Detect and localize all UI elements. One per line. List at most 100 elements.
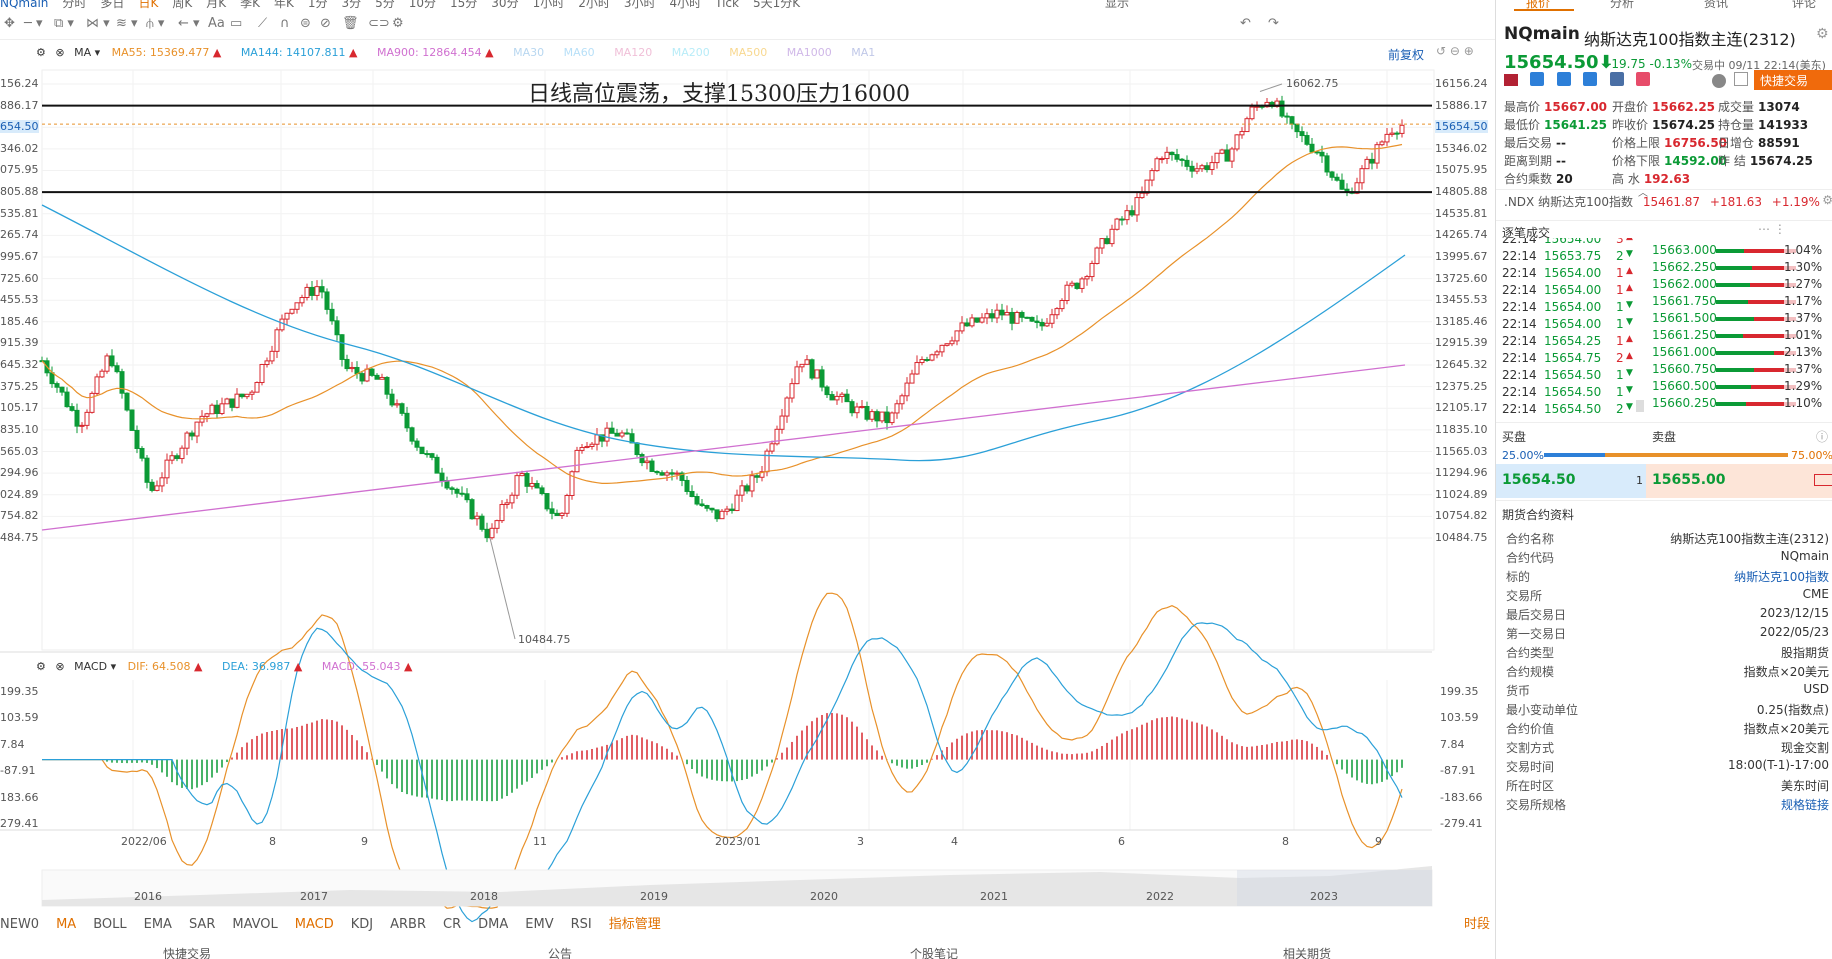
chart-icon[interactable] [1556, 72, 1571, 86]
tab-news[interactable]: 资讯 [1704, 0, 1729, 10]
period-0[interactable]: NQmain [0, 0, 49, 10]
tab-quote[interactable]: 报价 [1526, 0, 1551, 10]
crosshair-icon[interactable]: ✥ [4, 16, 15, 31]
candle-body [1304, 135, 1310, 145]
heart-icon[interactable] [1636, 72, 1651, 86]
candle-body [1334, 176, 1340, 181]
fib-tool-icon[interactable]: ⋈ ▾ [86, 16, 110, 31]
chart-panel: NQmain 分时 多日 日K 周K 月K 季K 年K 1分 3分 5分 10分 15分 30分 1小时 2小… [0, 0, 1495, 959]
candle-body [759, 471, 765, 478]
bid-box[interactable]: 15654.50 1 [1496, 464, 1646, 498]
indicator-tab-ema[interactable]: EMA [143, 917, 172, 932]
indicator-tab-mavol[interactable]: MAVOL [232, 917, 278, 932]
indicator-tab-指标管理[interactable]: 指标管理 [608, 917, 661, 932]
info-icon[interactable]: ⓘ [1816, 430, 1829, 444]
collapse-icon[interactable]: ︿ [1638, 188, 1648, 199]
redo-icon[interactable]: ↷ [1268, 16, 1279, 31]
period-1[interactable]: 分时 [62, 0, 87, 10]
candlestick-chart[interactable]: 16062.75 10484.75 [0, 0, 1495, 959]
indicator-tab-dma[interactable]: DMA [478, 917, 509, 932]
period-18[interactable]: Tick [715, 0, 739, 10]
period-16[interactable]: 3小时 [623, 0, 656, 10]
period-6[interactable]: 季K [240, 0, 260, 10]
contract-row[interactable]: 标的 纳斯达克100指数 [1506, 570, 1829, 584]
indicator-tab-arbr[interactable]: ARBR [390, 917, 427, 932]
indicator-tab-boll[interactable]: BOLL [93, 917, 127, 932]
ma-label[interactable]: MA [74, 46, 92, 59]
candle-body [54, 383, 60, 388]
ruler-icon[interactable]: ⟋ [258, 16, 268, 31]
tab-analysis[interactable]: 分析 [1610, 0, 1635, 10]
ndx-row[interactable]: .NDX 纳斯达克100指数 15461.87 +181.63 +1.19% ⚙ [1496, 189, 1832, 211]
macd-label[interactable]: MACD [74, 660, 108, 673]
tab-quick-trade[interactable]: 快捷交易 [163, 947, 212, 959]
period-7[interactable]: 年K [273, 0, 294, 10]
person-icon[interactable] [1530, 72, 1545, 86]
candle-body [534, 482, 540, 489]
period-11[interactable]: 10分 [408, 0, 437, 10]
tab-notes[interactable]: 个股笔记 [910, 947, 959, 959]
indicator-tab-new0[interactable]: NEW0 [0, 917, 40, 932]
hide-icon[interactable]: ⊘ [320, 16, 331, 31]
settings-icon[interactable]: ⚙ [1816, 26, 1829, 42]
indicator-tab-sar[interactable]: SAR [188, 917, 216, 932]
candle-body [619, 432, 625, 437]
lock-icon[interactable]: ⊜ [300, 16, 311, 31]
close-icon[interactable]: ⊗ [55, 660, 65, 673]
lock-icon[interactable] [1734, 72, 1748, 86]
settings-icon[interactable]: ⚙ [392, 16, 404, 31]
close-icon[interactable]: ⊗ [55, 46, 65, 59]
channel-tool-icon[interactable]: ≋ ▾ [116, 16, 138, 31]
period-3[interactable]: 日K [138, 0, 159, 10]
period-14[interactable]: 1小时 [532, 0, 565, 10]
text-tool[interactable]: Aa [208, 16, 225, 31]
doc-icon[interactable] [1609, 72, 1624, 86]
pitchfork-tool-icon[interactable]: ⫛ ▾ [146, 16, 165, 31]
period-19[interactable]: 5天1分K [752, 0, 801, 10]
tab-announcement[interactable]: 公告 [548, 947, 573, 959]
period-12[interactable]: 15分 [450, 0, 478, 10]
period-4[interactable]: 周K [172, 0, 193, 10]
display-menu[interactable]: 显示 [1105, 0, 1130, 10]
period-9[interactable]: 3分 [341, 0, 362, 10]
quick-trade-button[interactable]: 快捷交易 [1754, 70, 1832, 90]
settings-icon[interactable]: ⚙ [36, 46, 46, 59]
more-icon[interactable]: ⋯ ⋮ [1758, 222, 1786, 236]
indicator-tab-kdj[interactable]: KDJ [350, 917, 374, 932]
link-icon[interactable]: ⊂⊃ [368, 16, 390, 31]
indicator-tab-emv[interactable]: EMV [525, 917, 554, 932]
candle-body [699, 503, 705, 507]
period-5[interactable]: 月K [206, 0, 227, 10]
indicator-tab-rsi[interactable]: RSI [570, 917, 592, 932]
bell-icon[interactable] [1712, 74, 1726, 88]
comment-icon[interactable]: ▭ [230, 16, 243, 31]
period-13[interactable]: 30分 [491, 0, 519, 10]
settings-icon[interactable]: ⚙ [36, 660, 46, 673]
period-2[interactable]: 多日 [100, 0, 125, 10]
candle-body [539, 487, 545, 495]
indicator-tab-cr[interactable]: CR [443, 917, 462, 932]
adjust-button[interactable]: 前复权 [1388, 48, 1425, 62]
tag-icon[interactable] [1583, 72, 1598, 86]
settings-icon[interactable]: ⚙ [1822, 193, 1832, 207]
tab-comments[interactable]: 评论 [1792, 0, 1817, 10]
scrollbar[interactable] [1636, 400, 1644, 412]
indicator-tab-macd[interactable]: MACD [294, 917, 334, 932]
line-tool-icon[interactable]: ─ ▾ [24, 16, 43, 31]
magnet-icon[interactable]: ∩ [280, 16, 290, 31]
session-button[interactable]: 时段 [1464, 917, 1491, 932]
x-tick: 9 [1375, 835, 1382, 848]
indicator-tab-ma[interactable]: MA [56, 917, 77, 932]
undo-icon[interactable]: ↶ [1240, 16, 1251, 31]
shape-tool-icon[interactable]: ⧉ ▾ [54, 16, 74, 31]
trash-icon[interactable]: 🗑 [342, 16, 359, 31]
chart-window-controls[interactable]: ↺ ⊖ ⊕ [1436, 44, 1474, 58]
ask-box[interactable]: 15655.00 [1646, 464, 1832, 498]
period-15[interactable]: 2小时 [578, 0, 610, 10]
arrow-tool-icon[interactable]: ← ▾ [178, 16, 200, 31]
period-10[interactable]: 5分 [375, 0, 395, 10]
period-8[interactable]: 1分 [307, 0, 328, 10]
tab-related-futures[interactable]: 相关期货 [1283, 947, 1332, 959]
contract-row[interactable]: 交易所规格 规格链接 [1506, 798, 1829, 812]
period-17[interactable]: 4小时 [669, 0, 702, 10]
